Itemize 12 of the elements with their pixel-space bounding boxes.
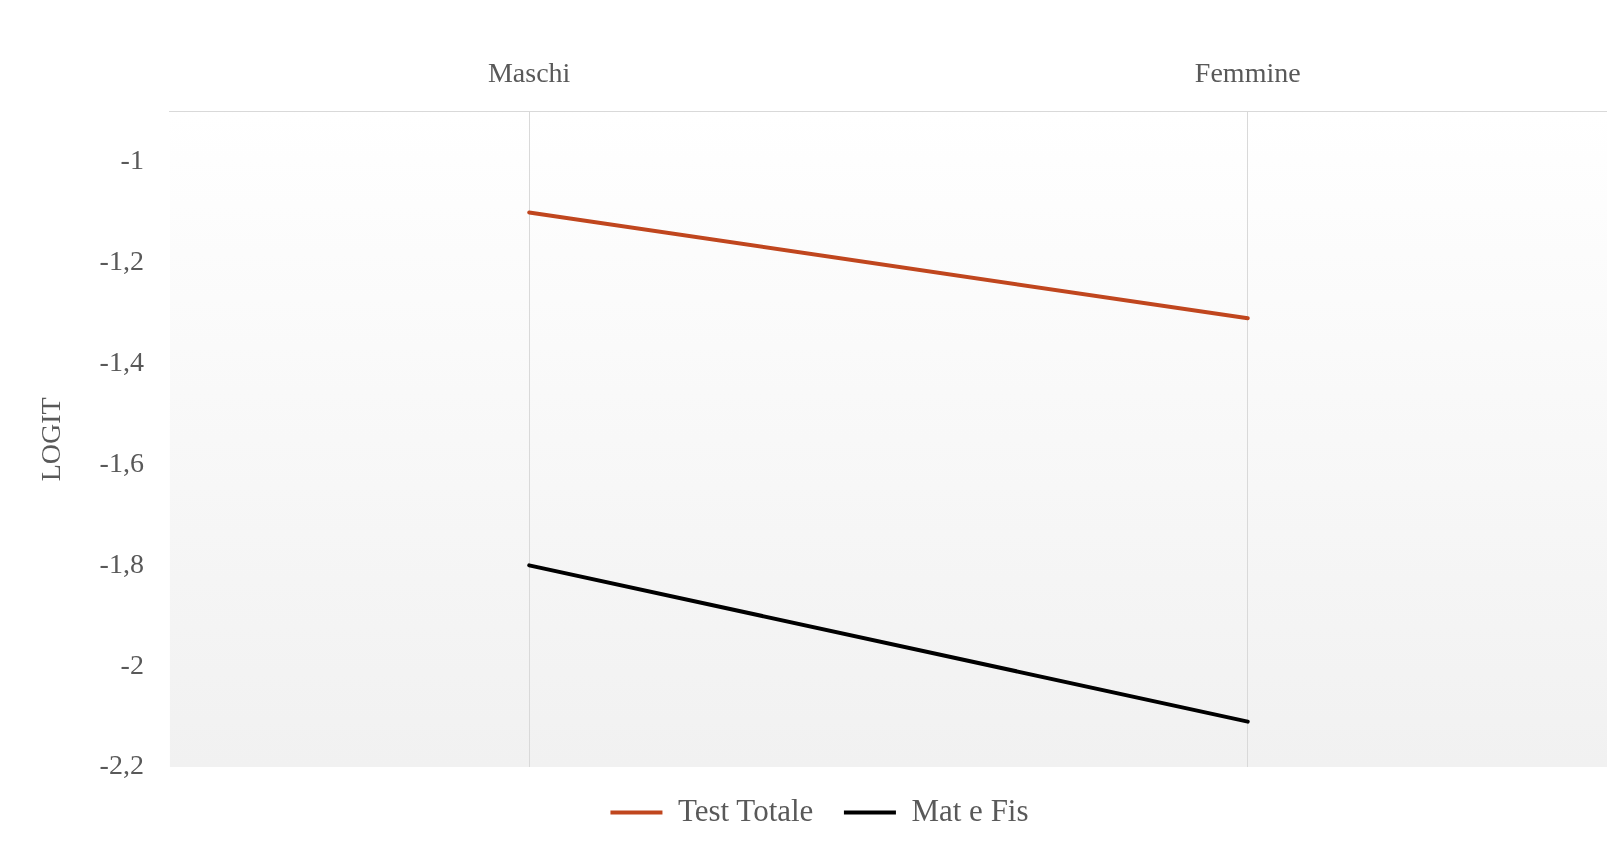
y-tick-label: -2,2 <box>99 749 144 781</box>
x-tick-label: Femmine <box>1194 57 1301 89</box>
y-tick-label: -1,8 <box>99 547 144 579</box>
y-tick-label: -1 <box>120 144 144 176</box>
legend-label: Test Totale <box>677 792 814 828</box>
legend-label: Mat e Fis <box>911 792 1029 828</box>
y-axis-title: LOGIT <box>35 397 67 482</box>
y-tick-label: -1,2 <box>99 245 144 277</box>
x-tick-label: Maschi <box>487 57 571 89</box>
y-tick-label: -1,6 <box>99 446 144 478</box>
y-tick-label: -1,4 <box>99 346 144 378</box>
y-tick-label: -2 <box>120 648 144 680</box>
